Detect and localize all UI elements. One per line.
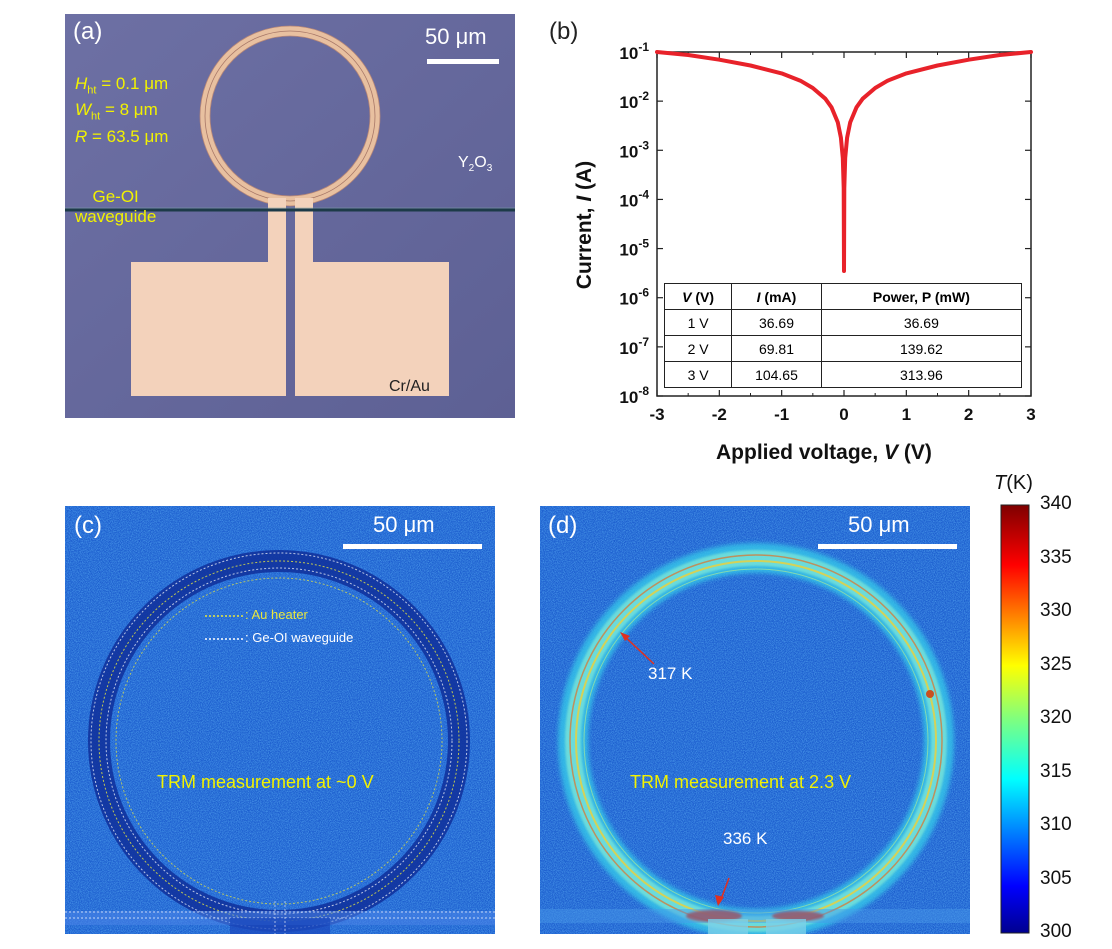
y-tick-label: 10-7 <box>619 335 649 358</box>
panel-d: (d) 50 μm 317 K TRM measurement at 2.3 V… <box>540 506 970 934</box>
param-height: Hht = 0.1 μm <box>75 74 169 97</box>
x-tick-label: 3 <box>1026 405 1035 424</box>
x-tick-label: -1 <box>774 405 789 424</box>
y-tick-label: 10-4 <box>619 187 649 210</box>
table-header-power: Power, P (mW) <box>820 283 1023 310</box>
thermal-map-d <box>540 506 970 934</box>
param-radius: R = 63.5 μm <box>75 126 169 146</box>
metal-label: Cr/Au <box>389 378 430 395</box>
thermal-map-c <box>65 506 495 934</box>
colorbar-tick-label: 320 <box>1040 707 1072 728</box>
colorbar-tick-label: 310 <box>1040 814 1072 835</box>
table-row: 3 V 104.65 313.96 <box>663 361 1023 388</box>
scale-bar-label-a: 50 μm <box>425 24 487 49</box>
x-tick-label: -3 <box>649 405 664 424</box>
caption-c: TRM measurement at ~0 V <box>157 772 374 792</box>
legend-waveguide: : Ge-OI waveguide <box>245 630 354 645</box>
pad-right <box>295 262 449 396</box>
colorbar-title: T(K) <box>994 472 1033 494</box>
micrograph-a <box>65 14 515 418</box>
panel-label-b: (b) <box>549 18 579 45</box>
scale-bar-a <box>427 59 499 64</box>
y-tick-label: 10-6 <box>619 286 649 309</box>
colorbar <box>1000 504 1030 934</box>
device-parameters: Hht = 0.1 μm Wht = 8 μm R = 63.5 μm <box>75 74 168 147</box>
param-width: Wht = 8 μm <box>75 100 158 123</box>
annotation-336k: 336 K <box>723 829 768 848</box>
panel-a: (a) 50 μm Hht = 0.1 μm Wht = 8 μm R = 63… <box>65 14 515 418</box>
annotation-317k: 317 K <box>648 664 693 683</box>
x-tick-label: 2 <box>964 405 973 424</box>
iv-xlabel: Applied voltage, V (V) <box>716 441 932 464</box>
colorbar-tick-label: 315 <box>1040 760 1072 782</box>
y-tick-label: 10-2 <box>619 89 649 112</box>
colorbar-tick-label: 330 <box>1040 600 1072 621</box>
lead-right <box>295 198 313 262</box>
colorbar-tick-label: 335 <box>1040 546 1072 568</box>
scale-bar-c <box>343 544 482 549</box>
scale-bar-label-c: 50 μm <box>373 512 435 537</box>
colorbar-tick-label: 305 <box>1040 867 1072 889</box>
y-tick-label: 10-5 <box>619 237 649 260</box>
panel-label-d: (d) <box>548 512 578 539</box>
colorbar-tick-label: 340 <box>1040 493 1072 514</box>
caption-d: TRM measurement at 2.3 V <box>630 772 852 792</box>
waveguide-label: Ge-OI waveguide <box>75 187 157 226</box>
power-table: V (V) I (mA) Power, P (mW) 1 V 36.69 36.… <box>663 283 1023 388</box>
panel-label-a: (a) <box>73 18 103 45</box>
iv-series-line <box>655 50 1033 273</box>
table-header-current: I (mA) <box>731 283 822 310</box>
x-tick-label: 0 <box>839 405 848 424</box>
panel-label-c: (c) <box>74 512 102 539</box>
y-tick-label: 10-1 <box>619 40 649 63</box>
table-row: 2 V 69.81 139.62 <box>663 335 1023 362</box>
iv-plot: -3 -2 -1 0 1 2 3 10-1 10-2 10-3 10-4 10-5 10-6 10-7 10… <box>619 40 1035 424</box>
panel-c: (c) 50 μm : Au heater : Ge-OI waveguide … <box>65 506 495 934</box>
colorbar-tick-label: 325 <box>1040 653 1072 675</box>
colorbar-tick-label: 300 <box>1040 921 1072 942</box>
table-row: 1 V 36.69 36.69 <box>663 309 1023 336</box>
y-tick-label: 10-8 <box>619 384 649 407</box>
y-tick-label: 10-3 <box>619 138 649 161</box>
pad-left <box>131 262 286 396</box>
lead-left <box>268 198 286 262</box>
scale-bar-d <box>818 544 957 549</box>
x-tick-label: 1 <box>902 405 911 424</box>
table-header-voltage: V (V) <box>663 283 733 310</box>
iv-ylabel: Current, I (A) <box>573 160 596 290</box>
substrate-label: Y2O3 <box>458 154 493 175</box>
table-header-row: V (V) I (mA) Power, P (mW) <box>663 283 1023 310</box>
colorbar-ticks: 340 335 330 325 320 315 310 305 300 <box>1040 493 1110 944</box>
legend-heater: : Au heater <box>245 607 308 622</box>
x-tick-label: -2 <box>712 405 727 424</box>
scale-bar-label-d: 50 μm <box>848 512 910 537</box>
